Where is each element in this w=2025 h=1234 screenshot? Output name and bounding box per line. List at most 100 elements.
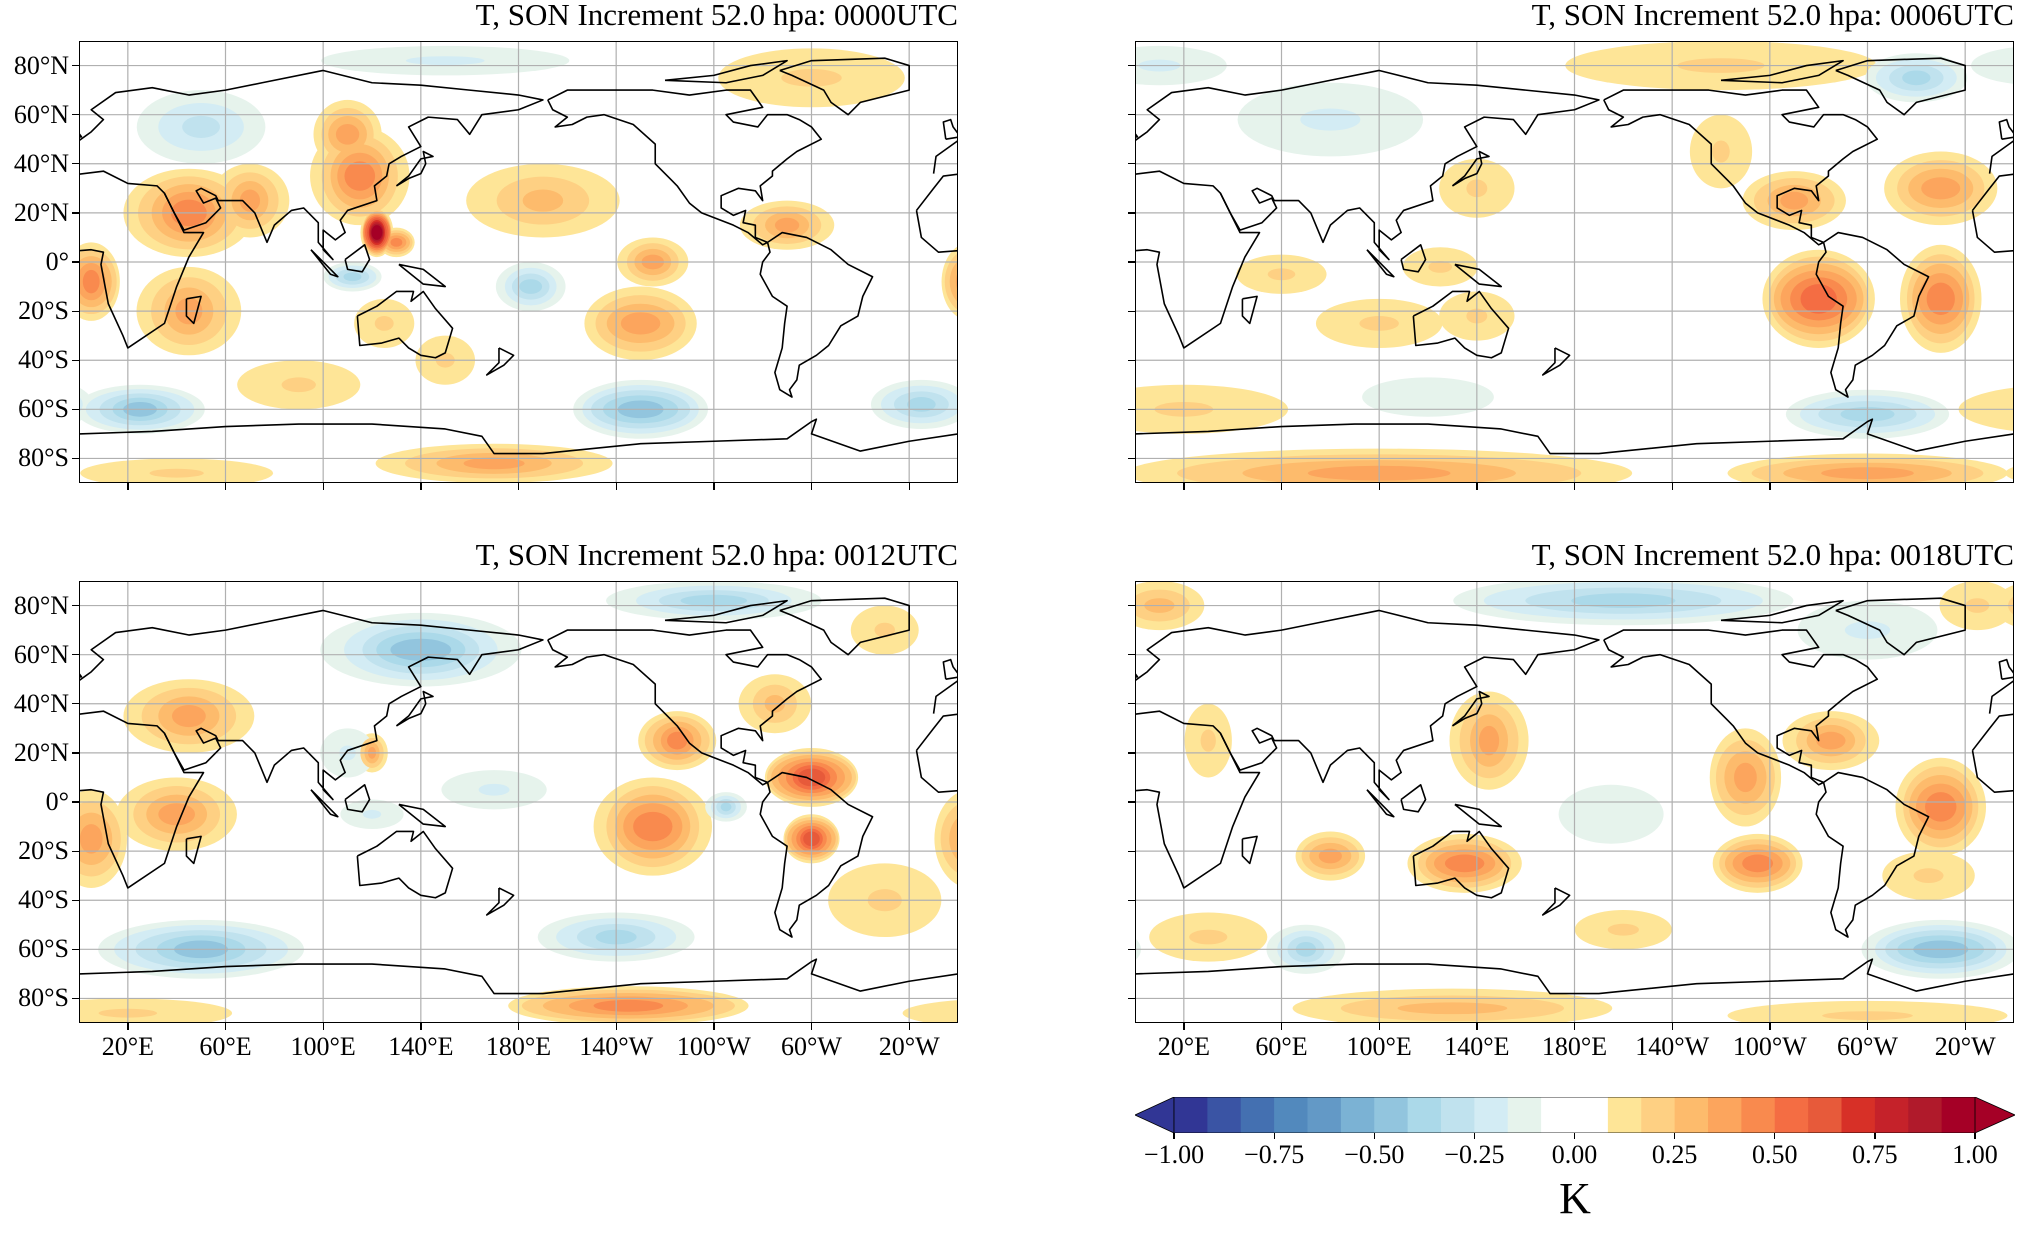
x-tick-mark <box>1476 483 1478 490</box>
map-plot-area <box>1135 41 2014 483</box>
colorbar-tick-mark <box>1774 1133 1776 1139</box>
colorbar-tick-mark <box>1173 1133 1175 1139</box>
coastline-africa <box>1135 711 1260 888</box>
x-tick-mark <box>615 483 617 490</box>
map-panel-0000utc: T, SON Increment 52.0 hpa: 0000UTC 80°N 6… <box>14 0 958 490</box>
anomaly-contour <box>1200 729 1216 752</box>
coastlines <box>79 58 958 453</box>
coastline-namerica <box>1604 90 1877 245</box>
y-tick-mark <box>1128 261 1135 263</box>
coastline-greenland <box>1836 58 1965 114</box>
coastline-borneo <box>345 245 369 272</box>
coastline-africa <box>1135 171 1260 348</box>
colorbar-tick-label: 0.25 <box>1651 1140 1698 1169</box>
colorbar-tick-label: −0.75 <box>1244 1140 1305 1169</box>
coastline-uk <box>1999 120 2014 140</box>
x-tick-label: 20°W <box>878 1032 940 1061</box>
y-tick-mark <box>72 310 79 312</box>
colorbar-bin <box>1307 1097 1342 1133</box>
anomaly-contour <box>1816 731 1846 750</box>
coastline-newzealand <box>487 888 514 915</box>
anomaly-contour <box>371 225 383 240</box>
x-tick-label: 20°E <box>101 1032 154 1061</box>
coastline-greenland <box>780 58 909 114</box>
coastline-eurasia <box>1135 70 1599 259</box>
coastline-newguinea <box>399 804 445 826</box>
x-tick-mark <box>810 483 813 490</box>
coastline-canadaislands <box>1721 601 1843 623</box>
y-tick-mark <box>72 64 79 67</box>
coastline-samerica <box>760 773 872 938</box>
y-tick-mark <box>72 261 79 263</box>
y-tick-label: 60°N <box>13 99 69 129</box>
coastline-namerica <box>1604 630 1877 785</box>
coastline-samerica <box>1816 233 1928 398</box>
colorbar-tick-mark <box>1573 1133 1576 1139</box>
coastline-samerica <box>760 233 872 398</box>
anomaly-contour <box>1780 191 1809 210</box>
y-tick-mark <box>72 752 79 754</box>
colorbar-tick-label: 0.50 <box>1752 1140 1798 1169</box>
coastlines <box>1135 598 2014 993</box>
y-tick-label: 0° <box>45 787 69 816</box>
x-tick-mark <box>908 483 910 490</box>
coastline-greenland <box>780 598 909 654</box>
coastline-canadaislands <box>1721 61 1843 83</box>
y-tick-label: 20°N <box>13 197 69 227</box>
x-tick-mark <box>1183 483 1185 490</box>
colorbar-bin <box>1174 1097 1208 1133</box>
anomaly-contour <box>344 161 376 191</box>
anomaly-contour <box>405 56 485 66</box>
y-tick-mark <box>72 604 79 607</box>
x-tick-label: 100°W <box>676 1032 751 1061</box>
anomaly-contour <box>1300 108 1361 131</box>
coastline-antarctica <box>1135 419 2014 453</box>
anomaly-contour <box>1362 377 1494 417</box>
x-tick-mark <box>420 1023 422 1030</box>
colorbar-bin <box>1207 1097 1242 1133</box>
x-tick-mark <box>1183 1023 1185 1030</box>
x-tick-mark <box>1866 483 1869 490</box>
coastline-borneo <box>1401 245 1425 272</box>
y-tick-mark <box>1128 457 1135 460</box>
x-tick-mark <box>517 483 520 490</box>
colorbar-tick-label: 0.75 <box>1852 1140 1898 1169</box>
y-tick-mark <box>72 114 79 116</box>
x-tick-label: 100°E <box>1346 1032 1412 1061</box>
y-tick-mark <box>1128 114 1135 116</box>
map-panel-0012utc: T, SON Increment 52.0 hpa: 0012UTC 20°E 6… <box>14 537 958 1061</box>
x-tick-mark <box>1573 1023 1576 1030</box>
colorbar-bin <box>1808 1097 1843 1133</box>
y-tick-mark <box>72 948 79 951</box>
anomaly-contour <box>1913 868 1944 884</box>
anomaly-contour <box>343 272 362 282</box>
coastline-sumatra <box>311 250 338 277</box>
x-tick-label: 60°E <box>1255 1032 1308 1061</box>
anomaly-contour <box>1571 593 1676 609</box>
map-panel-0006utc: T, SON Increment 52.0 hpa: 0006UTC <box>1128 0 2014 490</box>
x-tick-mark <box>1573 483 1576 490</box>
anomaly-contour <box>1800 284 1837 314</box>
map-plot-area <box>79 41 958 483</box>
y-tick-label: 80°N <box>13 50 69 80</box>
x-tick-mark <box>908 1023 910 1030</box>
anomaly-contour <box>1902 70 1931 86</box>
colorbar-tick-label: −1.00 <box>1143 1140 1205 1169</box>
colorbar-bin <box>1874 1097 1909 1133</box>
y-tick-label: 80°S <box>18 443 69 473</box>
anomaly-contour <box>158 803 196 826</box>
x-tick-mark <box>127 1023 129 1030</box>
y-tick-mark <box>1128 801 1135 803</box>
y-tick-mark <box>1128 752 1135 754</box>
colorbar-extend-max <box>1974 1097 2015 1133</box>
coastline-japan <box>396 692 433 726</box>
y-tick-label: 20°N <box>13 737 69 767</box>
anomaly-contour <box>1318 848 1342 864</box>
coastline-newguinea <box>1455 264 1501 286</box>
anomaly-contour <box>519 279 543 294</box>
y-tick-mark <box>1128 212 1135 214</box>
x-tick-mark <box>224 483 227 490</box>
y-tick-mark <box>72 359 79 361</box>
x-tick-mark <box>713 483 715 490</box>
y-tick-mark <box>72 457 79 460</box>
